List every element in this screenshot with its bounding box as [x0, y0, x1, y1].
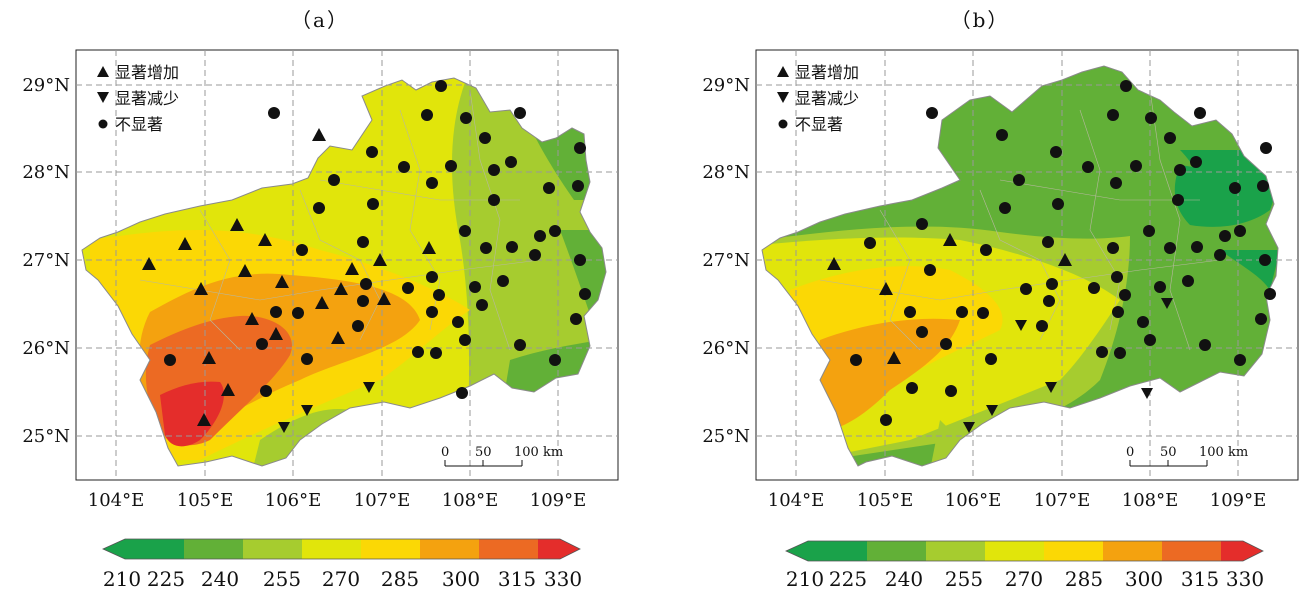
svg-text:106°E: 106°E [265, 490, 322, 511]
svg-text:29°N: 29°N [702, 75, 750, 96]
svg-text:26°N: 26°N [22, 338, 70, 359]
colorbar-ticks: 210 225 240 255 270 285 300 315 330 [103, 567, 582, 591]
panel-label: （a） [291, 8, 349, 32]
svg-text:28°N: 28°N [702, 162, 750, 183]
legend-decrease-label: 显著减少 [115, 89, 179, 108]
svg-text:104°E: 104°E [88, 490, 145, 511]
map-figure: 显著增加 显著减少 不显著 0 50 100 km 29°N 28°N 27°N… [22, 49, 619, 591]
station-markers [777, 66, 1276, 433]
svg-text:108°E: 108°E [442, 490, 499, 511]
svg-text:330: 330 [1226, 567, 1264, 591]
colorbar-ticks: 210 225 240 255 270 285 300 315 330 [786, 567, 1264, 591]
map-panel-a: （a） [0, 0, 640, 602]
svg-text:240: 240 [885, 567, 923, 591]
panel-label: （b） [950, 8, 1010, 32]
svg-text:300: 300 [1125, 567, 1163, 591]
svg-text:300: 300 [442, 567, 480, 591]
svg-text:105°E: 105°E [177, 490, 234, 511]
legend-circle-icon [98, 119, 108, 129]
scale-bar: 0 50 100 km [1126, 445, 1248, 467]
colorbar [102, 538, 581, 560]
legend-triangle-up-icon [97, 66, 109, 77]
lat-ticks: 29°N 28°N 27°N 26°N 25°N [22, 75, 70, 447]
svg-text:270: 270 [322, 567, 360, 591]
scale-bar: 0 50 100 km [441, 445, 563, 467]
lat-ticks: 29°N 28°N 27°N 26°N 25°N [702, 75, 750, 447]
svg-text:105°E: 105°E [857, 490, 914, 511]
svg-text:210: 210 [103, 567, 141, 591]
map-figure: 显著增加 显著减少 不显著 0 50 100 km 29°N 28°N 27°N… [702, 49, 1299, 591]
svg-text:315: 315 [1181, 567, 1219, 591]
legend-none-label: 不显著 [115, 115, 163, 134]
legend-circle-icon [778, 119, 788, 129]
svg-text:0: 0 [1126, 445, 1134, 460]
svg-text:109°E: 109°E [530, 490, 587, 511]
svg-text:26°N: 26°N [702, 338, 750, 359]
svg-text:108°E: 108°E [1122, 490, 1179, 511]
legend-none-label: 不显著 [795, 115, 843, 134]
svg-text:255: 255 [263, 567, 301, 591]
station-markers [97, 66, 591, 433]
svg-text:225: 225 [147, 567, 185, 591]
svg-text:0: 0 [441, 445, 449, 460]
svg-text:100 km: 100 km [514, 445, 563, 460]
svg-text:210: 210 [786, 567, 824, 591]
svg-text:29°N: 29°N [22, 75, 70, 96]
svg-text:50: 50 [1160, 445, 1177, 460]
map-panel-b: （b） [660, 0, 1300, 602]
svg-text:27°N: 27°N [22, 250, 70, 271]
svg-text:240: 240 [201, 567, 239, 591]
svg-text:107°E: 107°E [1034, 490, 1091, 511]
svg-text:100 km: 100 km [1199, 445, 1248, 460]
legend-increase-label: 显著增加 [795, 63, 859, 82]
svg-text:106°E: 106°E [945, 490, 1002, 511]
legend-triangle-down-icon [777, 92, 789, 103]
svg-text:109°E: 109°E [1210, 490, 1267, 511]
svg-text:270: 270 [1005, 567, 1043, 591]
legend-decrease-label: 显著减少 [795, 89, 859, 108]
value-zones [762, 66, 1278, 466]
svg-text:25°N: 25°N [22, 426, 70, 447]
lon-ticks: 104°E 105°E 106°E 107°E 108°E 109°E [768, 490, 1267, 511]
svg-text:25°N: 25°N [702, 426, 750, 447]
svg-text:255: 255 [945, 567, 983, 591]
svg-text:28°N: 28°N [22, 162, 70, 183]
svg-text:50: 50 [475, 445, 492, 460]
svg-text:285: 285 [381, 567, 419, 591]
lon-ticks: 104°E 105°E 106°E 107°E 108°E 109°E [88, 490, 587, 511]
svg-text:104°E: 104°E [768, 490, 825, 511]
svg-text:107°E: 107°E [354, 490, 411, 511]
svg-text:225: 225 [829, 567, 867, 591]
legend-triangle-down-icon [97, 92, 109, 103]
legend-triangle-up-icon [777, 66, 789, 77]
svg-text:330: 330 [544, 567, 582, 591]
svg-text:27°N: 27°N [702, 250, 750, 271]
colorbar [785, 540, 1264, 562]
legend-increase-label: 显著增加 [115, 63, 179, 82]
svg-text:285: 285 [1065, 567, 1103, 591]
svg-text:315: 315 [498, 567, 536, 591]
